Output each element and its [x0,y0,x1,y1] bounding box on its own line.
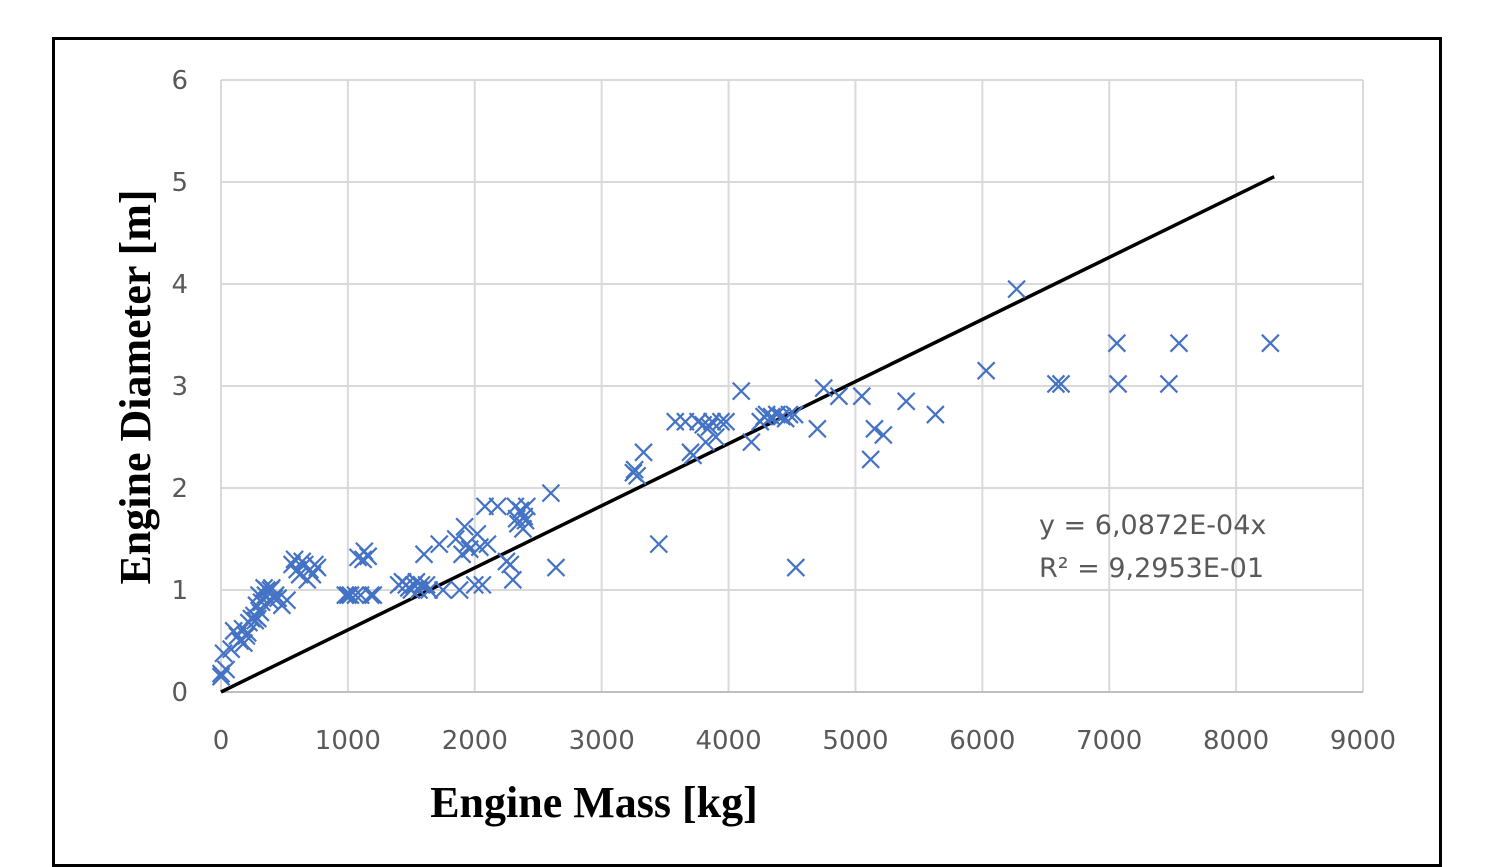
data-point [248,609,268,628]
data-point [1046,374,1066,394]
x-tick-label: 7000 [1076,726,1142,756]
data-point [1051,374,1071,394]
tick-labels: 0 1000 2000 3000 4000 5000 6000 7000 8000 9000 0 1 2… [171,66,1396,756]
data-point [358,547,378,566]
data-point [731,381,751,401]
data-point [625,460,644,479]
data-point [696,432,715,452]
trendline-equation: y = 6,0872E-04x [1039,510,1266,541]
data-point [716,412,736,431]
data-point [1107,333,1127,353]
data-point [829,386,849,406]
data-point [665,412,685,431]
x-tick-label: 4000 [695,726,761,756]
data-point [478,534,497,554]
data-point [488,497,507,516]
data-point [546,558,566,577]
data-point [503,570,523,590]
data-point [1007,279,1026,299]
data-point [455,517,474,537]
data-point [353,550,373,569]
data-point [516,511,535,530]
data-point [688,412,708,431]
data-point [465,575,485,595]
data-points [211,279,1280,686]
data-point [896,392,916,411]
x-tick-label: 1000 [315,726,381,756]
data-point [402,580,421,600]
data-point [541,483,561,503]
chart-frame: 0 1000 2000 3000 4000 5000 6000 7000 8000 9000 0 1 2… [52,37,1442,867]
data-point [649,534,669,554]
data-point [702,412,722,431]
data-point [450,580,469,600]
data-point [277,590,297,610]
y-tick-label: 3 [171,372,188,402]
data-point [446,529,466,549]
data-point [814,378,834,398]
data-point [473,575,492,595]
data-point [433,580,453,600]
y-tick-label: 4 [171,270,188,300]
x-tick-label: 5000 [822,726,888,756]
data-point [926,405,945,424]
trendline-layer [220,175,1275,694]
data-point [1169,333,1189,353]
data-point [1108,374,1128,394]
data-point [517,497,537,516]
data-point [361,585,381,605]
scatter-chart: 0 1000 2000 3000 4000 5000 6000 7000 8000 9000 0 1 2… [111,66,1396,827]
data-point [308,558,327,577]
data-point [363,585,383,605]
trendline-r-squared: R² = 9,2953E-01 [1039,553,1264,584]
y-tick-label: 0 [171,678,188,708]
data-point [742,432,761,452]
data-point [785,405,804,424]
data-point [861,450,880,469]
x-tick-label: 3000 [569,726,635,756]
gridlines [220,79,1364,693]
y-tick-label: 6 [171,66,188,96]
x-tick-label: 8000 [1203,726,1269,756]
data-point [429,534,449,554]
data-point [634,443,653,462]
x-tick-label: 0 [213,726,230,756]
data-point [874,425,893,445]
x-tick-label: 2000 [442,726,508,756]
data-point [419,580,439,600]
data-point [1159,374,1179,394]
data-point [414,545,434,564]
data-point [706,427,726,447]
data-point [627,466,647,486]
data-point [700,417,719,437]
data-point [417,575,436,595]
y-axis-title: Engine Diameter [m] [111,189,160,584]
y-tick-label: 1 [171,576,188,606]
data-point [780,405,799,424]
trendline [220,175,1275,694]
data-point [234,633,254,653]
data-point [852,386,872,406]
x-tick-label: 6000 [949,726,1015,756]
data-point [976,361,996,380]
x-tick-label: 9000 [1330,726,1396,756]
data-point [216,660,236,679]
y-tick-label: 2 [171,474,188,504]
x-axis-title: Engine Mass [kg] [430,778,758,827]
data-point [346,585,365,605]
data-point [808,419,827,439]
data-point [786,558,806,577]
data-point [865,419,884,439]
data-point [711,412,731,431]
data-point [501,555,520,574]
y-tick-label: 5 [171,168,188,198]
data-point [1261,333,1280,353]
